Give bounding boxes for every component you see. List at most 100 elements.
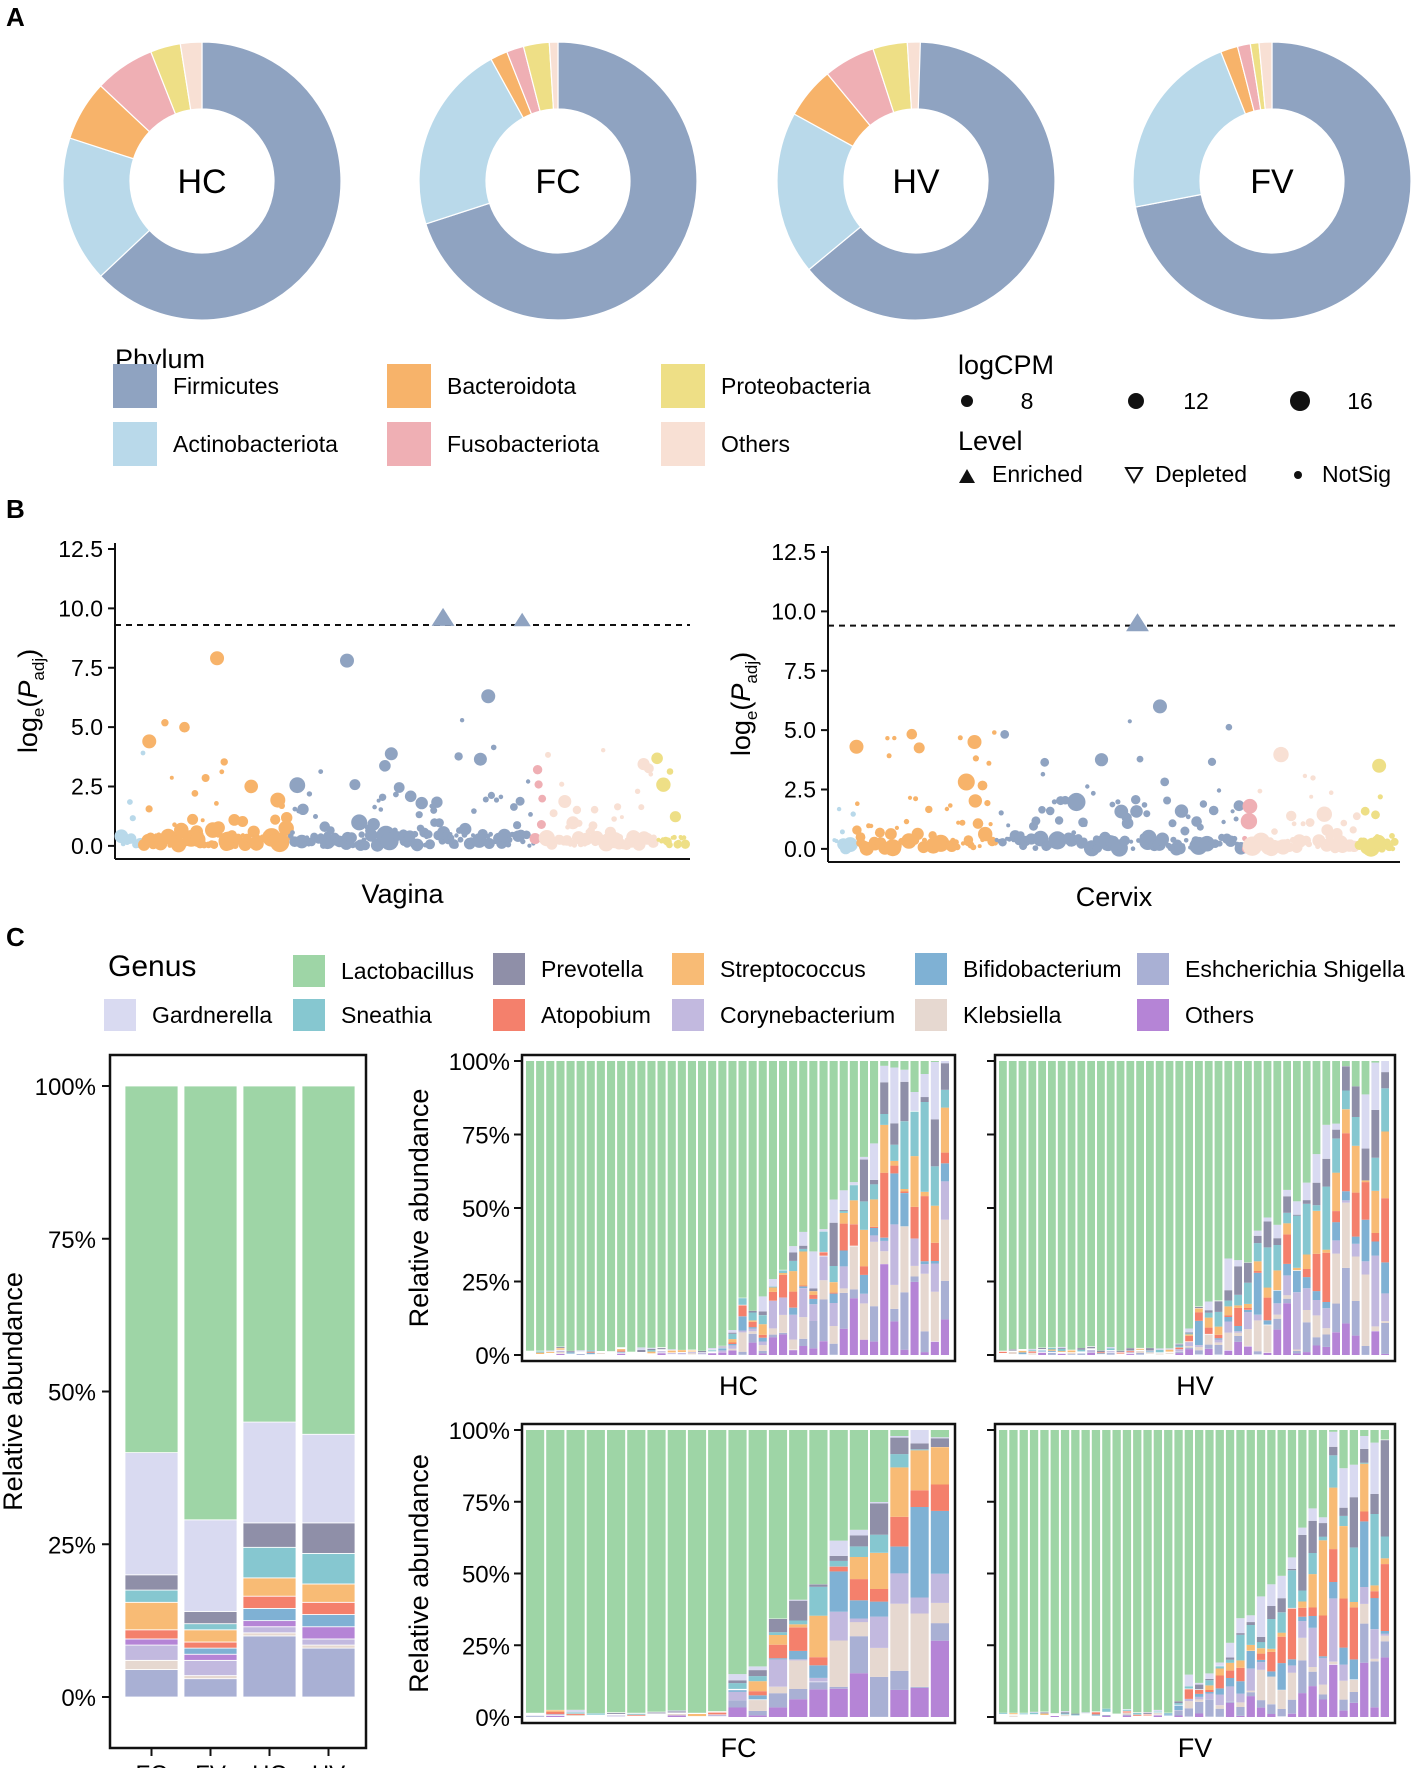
sample-segment-corynebacterium — [687, 1352, 696, 1354]
point-others_phylum — [1273, 746, 1289, 763]
sample-segment-others_genus — [930, 1341, 939, 1355]
sample-segment-prevotella — [1087, 1346, 1095, 1349]
point-firmicutes — [376, 798, 381, 803]
summary-segment-FV-gardnerella — [183, 1519, 238, 1612]
sample-segment-atopobium — [890, 1516, 909, 1547]
sample-segment-streptococcus — [667, 1350, 676, 1353]
genus-legend-swatch-sneathia — [293, 999, 325, 1031]
logcpm-label-12: 12 — [1183, 388, 1209, 414]
sample-segment-sneathia — [910, 1449, 929, 1451]
summary-segment-FC-prevotella — [124, 1574, 179, 1591]
sample-segment-lactobacillus — [1312, 1061, 1321, 1155]
sample-segment-sneathia — [1048, 1348, 1056, 1350]
point-fusobacteriota — [1240, 813, 1258, 830]
sample-segment-eschherichia — [1253, 1351, 1262, 1355]
point-bacteroidota — [191, 790, 199, 797]
sample-segment-sneathia — [1342, 1090, 1350, 1110]
sample-segment-streptococcus — [1322, 1249, 1331, 1253]
point-firmicutes — [304, 835, 310, 840]
sample-segment-eschherichia — [1283, 1298, 1291, 1304]
sample-segment-sneathia — [849, 1185, 858, 1201]
sample-segment-corynebacterium — [1184, 1698, 1193, 1702]
genus-legend-label-lactobacillus: Lactobacillus — [341, 958, 474, 984]
sample-segment-atopobium — [1253, 1271, 1262, 1273]
sample-segment-lactobacillus — [738, 1061, 747, 1298]
point-bacteroidota — [972, 818, 984, 829]
sample-segment-gardnerella — [1329, 1431, 1338, 1447]
sample-segment-corynebacterium — [880, 1240, 889, 1252]
sample-segment-streptococcus — [758, 1324, 767, 1335]
sample-segment-prevotella — [890, 1123, 899, 1145]
donut-label-FC: FC — [535, 163, 580, 201]
sample-segment-corynebacterium — [1195, 1696, 1204, 1700]
summary-segment-HV-bifidobacterium — [301, 1614, 356, 1628]
sample-segment-eschherichia — [1185, 1347, 1193, 1350]
enriched-point — [431, 607, 455, 626]
sample-segment-bifidobacterium — [900, 1193, 909, 1227]
sample-segment-klebsiella — [1256, 1669, 1266, 1701]
x-axis-title-HC: HC — [719, 1371, 758, 1401]
sample-segment-lactobacillus — [1215, 1430, 1224, 1663]
sample-segment-lactobacillus — [839, 1061, 848, 1191]
sample-segment-corynebacterium — [940, 1181, 949, 1220]
point-others_phylum — [588, 821, 598, 830]
point-firmicutes — [302, 841, 307, 846]
sample-segment-others_genus — [617, 1353, 626, 1355]
sample-segment-gardnerella — [1267, 1584, 1276, 1606]
donut-label-HV: HV — [892, 163, 940, 201]
sample-segment-sneathia — [1122, 1709, 1132, 1711]
point-firmicutes — [477, 829, 488, 840]
sample-segment-corynebacterium — [728, 1345, 737, 1349]
point-bacteroidota — [948, 803, 953, 808]
sample-segment-sneathia — [738, 1298, 747, 1305]
genus-legend-swatch-eschherichia — [1137, 953, 1169, 985]
sample-segment-prevotella — [1146, 1348, 1154, 1351]
sample-segment-gardnerella — [1253, 1230, 1262, 1236]
sample-segment-prevotella — [1038, 1348, 1046, 1350]
point-firmicutes — [379, 760, 391, 772]
logcpm-dot-12 — [1128, 393, 1144, 409]
sample-segment-sneathia — [849, 1546, 868, 1557]
sample-segment-sneathia — [900, 1121, 909, 1189]
sample-segment-lactobacillus — [1349, 1430, 1358, 1465]
sample-segment-sneathia — [870, 1184, 879, 1200]
sample-segment-lactobacillus — [1351, 1061, 1360, 1087]
sample-segment-corynebacterium — [1287, 1665, 1297, 1673]
point-actinobacteriota — [850, 811, 856, 817]
sample-segment-sneathia — [1236, 1634, 1245, 1661]
sample-segment-bifidobacterium — [1360, 1521, 1369, 1587]
point-others_phylum — [1352, 812, 1361, 821]
point-proteobacteria — [1389, 833, 1395, 839]
sample-segment-others_genus — [910, 1281, 919, 1355]
sample-segment-sneathia — [890, 1144, 899, 1161]
y-tick-label: 50% — [48, 1380, 96, 1407]
sample-segment-streptococcus — [1267, 1648, 1276, 1652]
sample-segment-gardnerella — [1298, 1527, 1307, 1535]
sample-segment-atopobium — [768, 1291, 777, 1301]
point-firmicutes — [515, 796, 525, 806]
sample-segment-others_genus — [1332, 1332, 1340, 1355]
sample-segment-streptococcus — [1136, 1348, 1144, 1350]
y-tick-label: 10.0 — [771, 598, 816, 624]
sample-segment-lactobacillus — [849, 1430, 868, 1530]
point-others_phylum — [1300, 821, 1306, 827]
sample-segment-prevotella — [1205, 1678, 1214, 1681]
sample-segment-klebsiella — [1009, 1715, 1018, 1717]
point-firmicutes — [1206, 836, 1212, 842]
sample-segment-others_genus — [1057, 1353, 1066, 1355]
sample-segment-sneathia — [1204, 1312, 1213, 1318]
sample-segment-klebsiella — [1028, 1353, 1037, 1355]
phylum-legend-swatch-others_phylum — [661, 422, 705, 466]
sample-segment-atopobium — [1349, 1607, 1358, 1660]
sample-segment-gardnerella — [1293, 1201, 1301, 1215]
sample-segment-gardnerella — [910, 1092, 919, 1111]
sample-segment-corynebacterium — [930, 1263, 939, 1292]
point-firmicutes — [1032, 845, 1039, 851]
point-others_phylum — [1291, 821, 1297, 827]
point-firmicutes — [1071, 830, 1077, 836]
point-bacteroidota — [892, 735, 897, 741]
sample-segment-lactobacillus — [667, 1430, 686, 1711]
sample-segment-sneathia — [586, 1713, 605, 1715]
x-axis-title-HV: HV — [1176, 1371, 1214, 1401]
point-actinobacteriota — [129, 815, 136, 822]
